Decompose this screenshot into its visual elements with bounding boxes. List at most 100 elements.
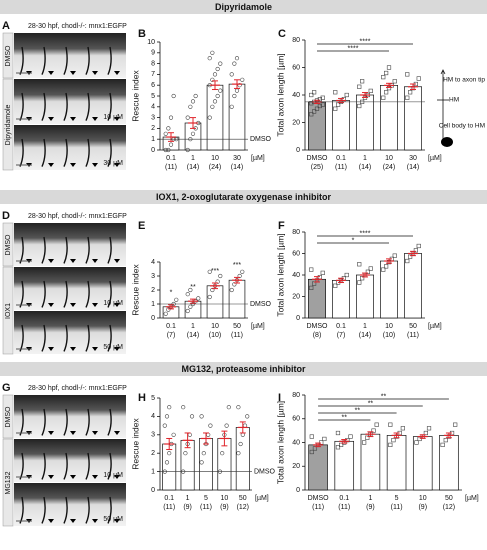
panel-letter: B	[138, 28, 146, 40]
data-point	[237, 83, 242, 88]
count-label: (9)	[418, 504, 427, 511]
y-tick-label: 4	[151, 413, 155, 420]
comparison-label: **	[381, 393, 387, 400]
count-label: (8)	[313, 332, 322, 339]
section-title: Dipyridamole	[215, 2, 272, 12]
x-tick-label: 5	[204, 495, 208, 502]
y-tick-label: 0	[296, 147, 300, 154]
x-tick-label: 1	[363, 323, 367, 330]
y-tick-label: 60	[292, 64, 300, 71]
bar	[228, 83, 246, 151]
data-point	[196, 296, 201, 301]
data-point	[309, 449, 314, 455]
data-point	[312, 446, 318, 451]
axon	[63, 280, 68, 308]
data-point	[405, 95, 410, 100]
arrowhead	[114, 71, 120, 75]
arrowhead	[48, 519, 54, 523]
data-point	[333, 90, 338, 95]
arrowhead	[48, 431, 54, 435]
comparison-label: **	[342, 414, 348, 421]
data-point	[234, 56, 240, 61]
arrowhead	[70, 519, 76, 523]
comparison-label: ****	[360, 230, 371, 237]
y-tick-label: 20	[292, 463, 300, 470]
data-point	[384, 264, 389, 269]
micrograph	[14, 267, 126, 310]
arrowhead	[114, 347, 120, 351]
x-tick-label: 1	[368, 495, 372, 502]
data-point	[207, 294, 212, 300]
data-point	[416, 76, 421, 81]
data-point	[381, 95, 386, 100]
data-point	[185, 147, 190, 153]
data-point	[229, 72, 234, 77]
axon	[63, 46, 68, 75]
x-tick-label: 30	[233, 155, 241, 162]
arrowhead	[70, 431, 76, 435]
data-point	[232, 93, 237, 99]
data-point	[190, 131, 196, 136]
data-point	[388, 422, 393, 427]
axon	[85, 408, 90, 436]
data-point	[189, 414, 195, 419]
x-tick-label: DMSO	[307, 323, 329, 330]
arrowhead	[70, 259, 76, 263]
data-point	[357, 103, 362, 109]
axon	[85, 280, 90, 308]
data-point	[164, 414, 170, 419]
arrowhead	[48, 475, 54, 479]
dose-label: 50 µM	[103, 516, 123, 523]
data-point	[368, 266, 373, 271]
axon	[19, 280, 24, 308]
row-label: MG132	[5, 471, 12, 494]
data-point	[405, 258, 410, 264]
arrowhead	[92, 475, 98, 479]
x-tick-label: 1	[186, 495, 190, 502]
count-label: (14)	[359, 332, 371, 339]
axon	[107, 280, 112, 308]
data-point	[181, 405, 186, 410]
axon	[19, 324, 24, 352]
data-point	[414, 440, 419, 445]
axon	[107, 92, 112, 121]
data-point	[212, 72, 218, 77]
count-label: (14)	[407, 164, 419, 171]
arrowhead	[114, 303, 120, 307]
arrowhead	[48, 117, 54, 121]
data-point	[384, 70, 389, 76]
data-point	[188, 304, 193, 309]
count-label: (11)	[338, 504, 350, 511]
count-label: (7)	[337, 332, 346, 339]
row-label: IOX1	[5, 303, 12, 319]
x-tick-label: 0.1	[336, 155, 346, 162]
image-caption: 28-30 hpf, chodl-/-: mnx1:EGFP	[28, 213, 127, 220]
data-point	[309, 285, 314, 291]
significance-label: *	[170, 290, 173, 297]
y-tick-label: 7	[151, 71, 155, 78]
panel-letter: G	[2, 382, 11, 394]
data-point	[388, 442, 393, 447]
y-tick-label: 4	[151, 259, 155, 266]
y-tick-label: 40	[292, 439, 300, 446]
count-label: (11)	[231, 332, 243, 339]
x-tick-label: 0.1	[164, 495, 174, 502]
data-point	[238, 441, 243, 447]
data-point	[210, 77, 215, 82]
axon	[19, 236, 24, 264]
arrowhead	[70, 117, 76, 121]
data-point	[317, 97, 322, 102]
micrograph	[14, 79, 126, 124]
data-point	[348, 434, 353, 439]
data-point	[206, 432, 211, 437]
data-point	[384, 90, 389, 95]
axon	[107, 408, 112, 436]
comparison-label: **	[368, 400, 374, 407]
count-label: (24)	[383, 164, 395, 171]
bar	[380, 85, 398, 151]
axon	[41, 92, 46, 121]
arrowhead	[92, 71, 98, 75]
bar	[332, 280, 350, 319]
arrowhead	[70, 475, 76, 479]
data-point	[185, 308, 190, 314]
